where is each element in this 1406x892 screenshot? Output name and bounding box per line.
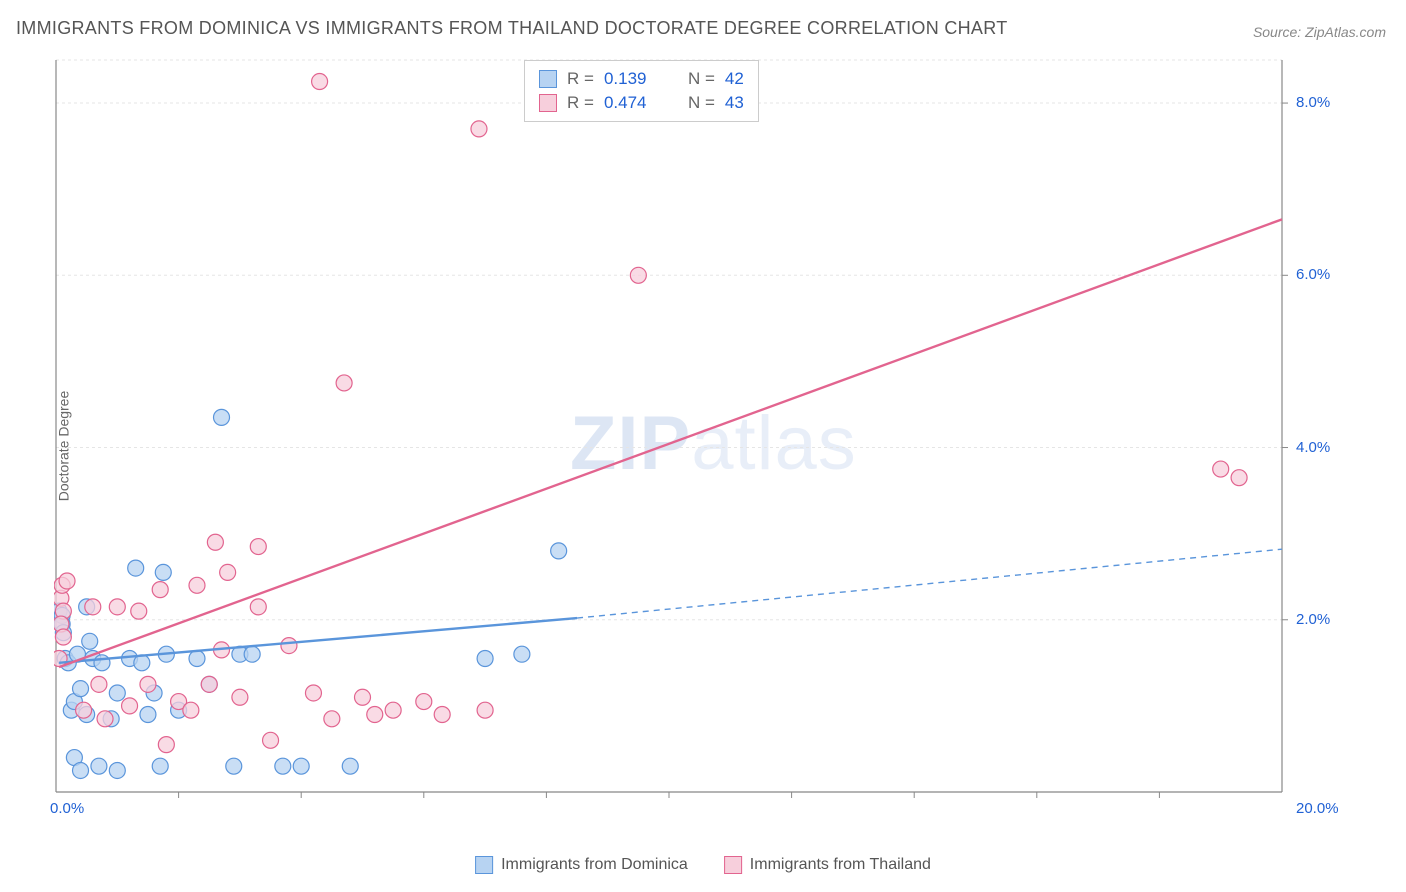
chart-title: IMMIGRANTS FROM DOMINICA VS IMMIGRANTS F…: [16, 18, 1008, 39]
r-value-thailand: 0.474: [604, 93, 664, 113]
swatch-dominica: [539, 70, 557, 88]
correlation-row-dominica: R = 0.139 N = 42: [539, 67, 744, 91]
bottom-legend: Immigrants from Dominica Immigrants from…: [475, 856, 931, 874]
correlation-legend-box: R = 0.139 N = 42 R = 0.474 N = 43: [524, 60, 759, 122]
n-value-dominica: 42: [725, 69, 744, 89]
r-value-dominica: 0.139: [604, 69, 664, 89]
legend-item-dominica: Immigrants from Dominica: [475, 856, 688, 874]
legend-swatch-thailand: [724, 856, 742, 874]
r-label: R =: [567, 69, 594, 89]
correlation-row-thailand: R = 0.474 N = 43: [539, 91, 744, 115]
legend-item-thailand: Immigrants from Thailand: [724, 856, 931, 874]
n-value-thailand: 43: [725, 93, 744, 113]
legend-swatch-dominica: [475, 856, 493, 874]
legend-label-thailand: Immigrants from Thailand: [750, 856, 931, 874]
n-label: N =: [688, 93, 715, 113]
swatch-thailand: [539, 94, 557, 112]
scatter-plot-svg: [54, 58, 1336, 820]
r-label: R =: [567, 93, 594, 113]
n-label: N =: [688, 69, 715, 89]
legend-label-dominica: Immigrants from Dominica: [501, 856, 688, 874]
chart-plot-area: [54, 58, 1336, 820]
source-attribution: Source: ZipAtlas.com: [1253, 24, 1386, 40]
